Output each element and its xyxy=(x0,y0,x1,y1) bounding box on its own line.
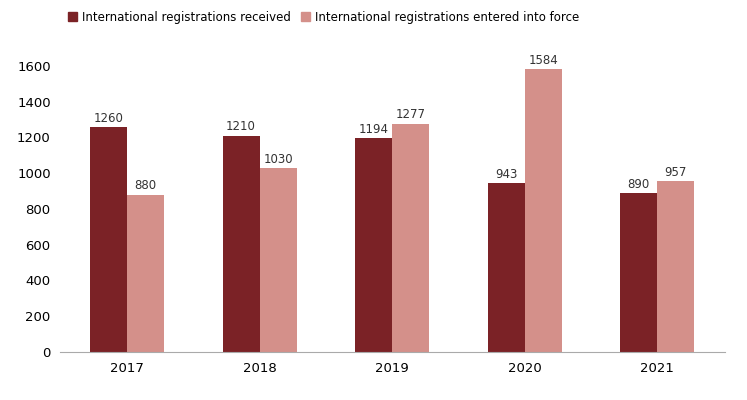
Bar xyxy=(524,69,562,352)
Bar xyxy=(260,168,297,352)
Text: 957: 957 xyxy=(665,166,687,179)
Text: 1584: 1584 xyxy=(528,54,558,66)
Text: 890: 890 xyxy=(627,178,650,191)
Text: 943: 943 xyxy=(495,168,518,181)
Text: 1210: 1210 xyxy=(226,120,256,134)
Text: 1277: 1277 xyxy=(396,108,426,122)
Bar xyxy=(223,136,260,352)
Bar xyxy=(355,138,392,352)
Legend: International registrations received, International registrations entered into f: International registrations received, In… xyxy=(66,8,581,26)
Text: 1260: 1260 xyxy=(93,112,123,124)
Bar xyxy=(488,183,524,352)
Bar xyxy=(657,181,695,352)
Text: 880: 880 xyxy=(134,180,157,192)
Text: 1194: 1194 xyxy=(359,123,388,136)
Bar xyxy=(620,193,657,352)
Bar xyxy=(392,124,430,352)
Bar xyxy=(90,127,127,352)
Bar xyxy=(127,195,164,352)
Text: 1030: 1030 xyxy=(264,153,293,166)
